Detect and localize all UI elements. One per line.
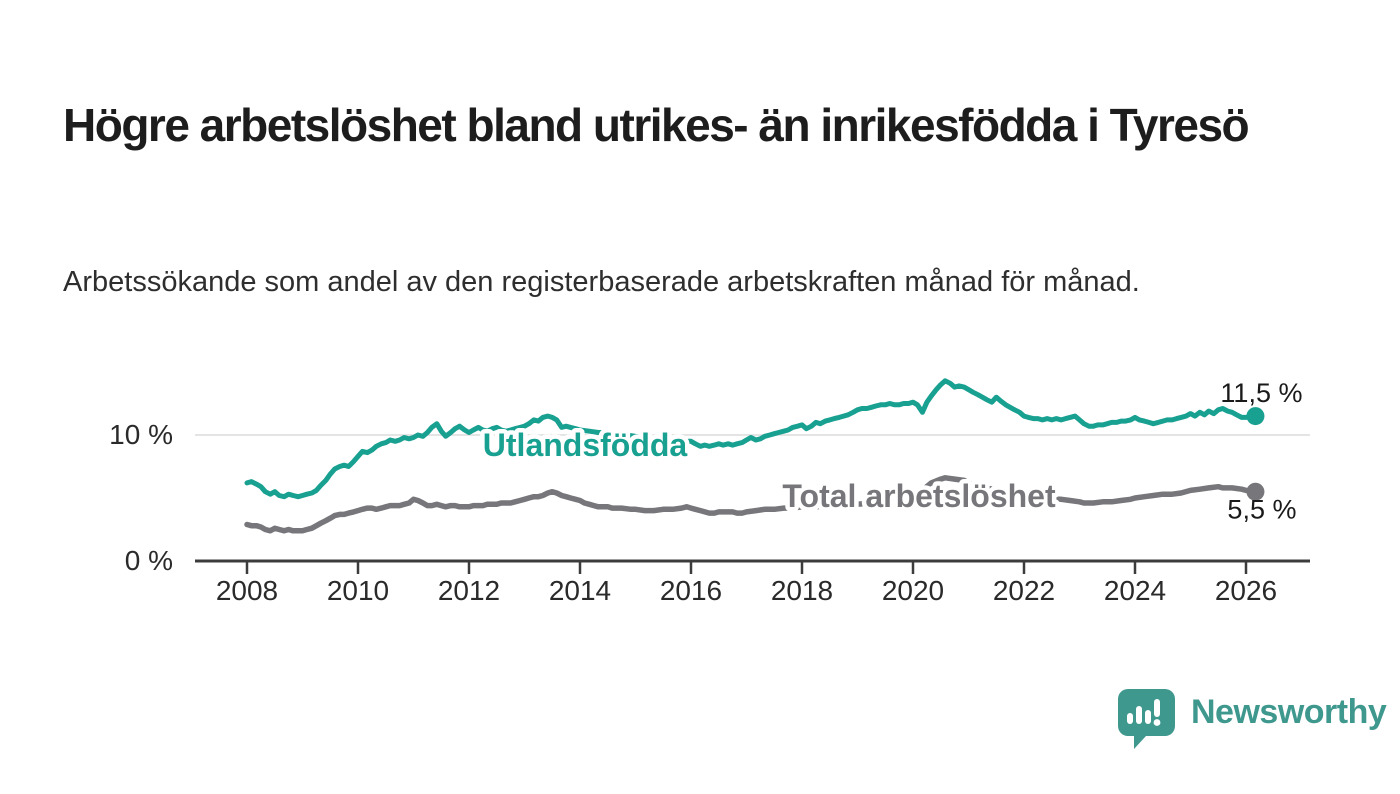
series-end-value-label: 11,5 % [1220, 378, 1302, 408]
x-axis-tick-label: 2010 [327, 575, 389, 606]
x-axis-tick-label: 2020 [882, 575, 944, 606]
series-line-utlandsfodda [244, 378, 1258, 500]
y-axis-tick-label: 0 % [125, 545, 173, 576]
newsworthy-logo-text: Newsworthy [1191, 692, 1387, 731]
series-end-dot [1246, 482, 1265, 501]
y-axis-tick-label: 10 % [109, 419, 173, 450]
x-axis-tick-label: 2012 [438, 575, 500, 606]
x-axis-tick-label: 2026 [1215, 575, 1277, 606]
x-axis-tick-label: 2016 [660, 575, 722, 606]
series-inline-label: Total arbetslöshet [782, 478, 1056, 514]
x-axis-tick-label: 2024 [1104, 575, 1166, 606]
series-inline-label: Utlandsfödda [483, 427, 688, 463]
series-end-value-label: 5,5 % [1227, 495, 1296, 525]
series-line-total [244, 475, 1259, 534]
series-end-dot [1246, 407, 1265, 426]
x-axis-tick-label: 2022 [993, 575, 1055, 606]
x-axis-tick-label: 2008 [216, 575, 278, 606]
x-axis-tick-label: 2014 [549, 575, 611, 606]
chart-title: Högre arbetslöshet bland utrikes- än inr… [63, 98, 1250, 151]
x-axis-tick-label: 2018 [771, 575, 833, 606]
chart-subtitle: Arbetssökande som andel av den registerb… [63, 266, 1140, 298]
bar-chart-speech-bubble-icon [1118, 689, 1175, 749]
newsworthy-logo: Newsworthy [1115, 686, 1387, 752]
